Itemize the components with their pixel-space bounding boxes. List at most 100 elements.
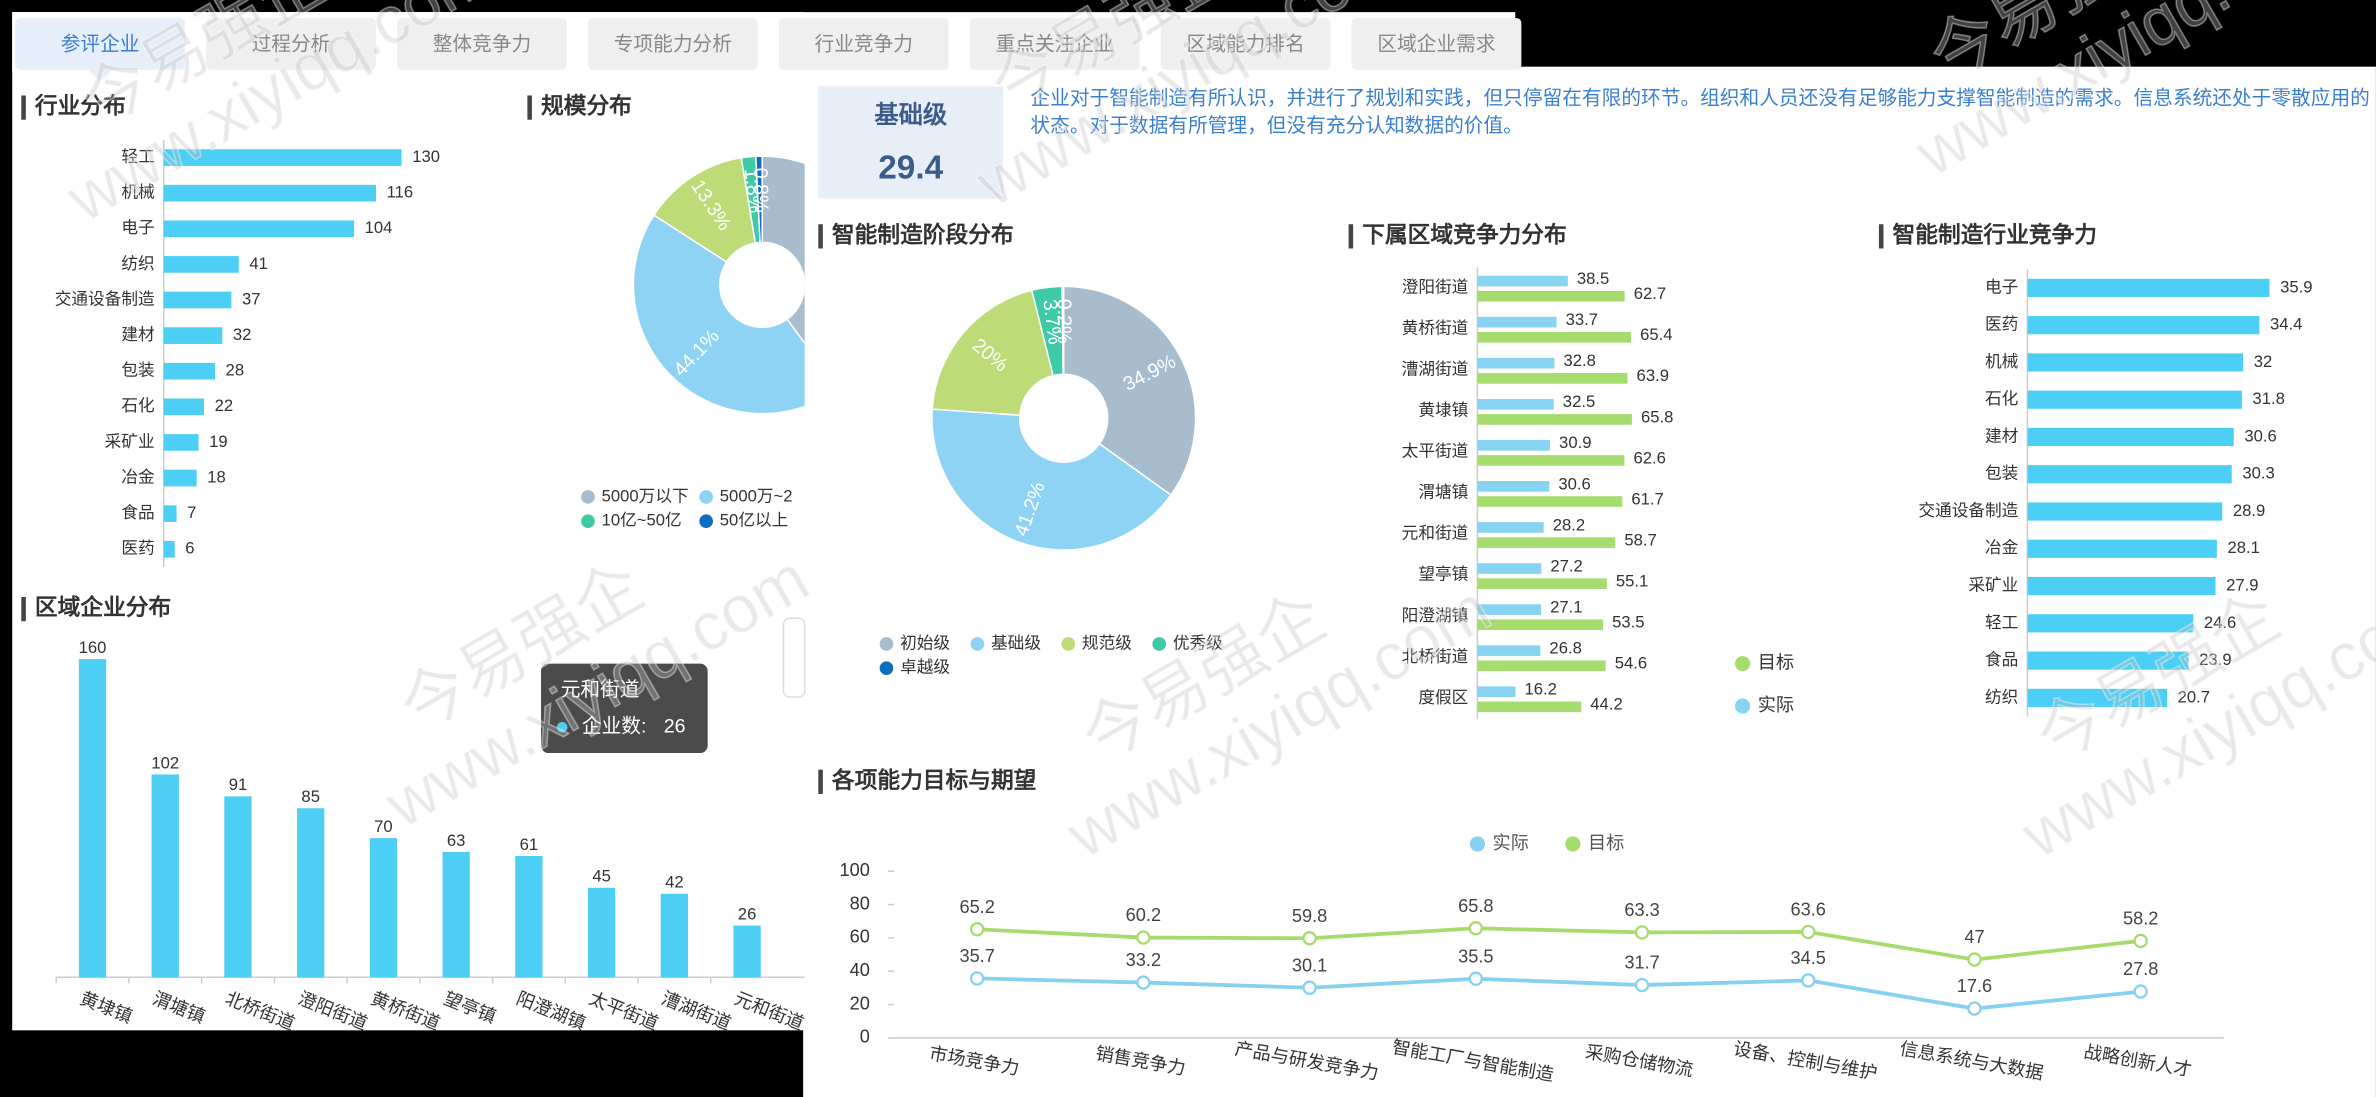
tab-label[interactable]: 过程分析 (252, 34, 331, 56)
tab[interactable] (397, 18, 567, 70)
category-label: 交通设备制造 (1918, 501, 2018, 520)
value-label: 26 (738, 904, 757, 923)
tab-label[interactable]: 区域能力排名 (1187, 34, 1305, 56)
section-marker (527, 95, 532, 120)
point (2133, 984, 2148, 999)
legend-marker (699, 514, 713, 529)
bar (163, 540, 175, 558)
value-label: 102 (151, 753, 179, 772)
legend-label: 初始级 (900, 633, 950, 652)
slice-label: 3.7% (1038, 298, 1066, 345)
category-label: 石化 (1985, 389, 2019, 408)
y-tick-label: 20 (850, 993, 870, 1013)
section-title: 下属区域竞争力分布 (1362, 221, 1566, 247)
tab-label[interactable]: 重点关注企业 (996, 34, 1114, 56)
value-label: 31.8 (2252, 389, 2284, 408)
legend-marker (1734, 698, 1751, 714)
category-label: 包装 (121, 361, 154, 380)
value-label: 31.7 (1624, 953, 1659, 973)
bar (1477, 701, 1582, 713)
bar (587, 887, 616, 978)
tab-label[interactable]: 区域企业需求 (1377, 34, 1495, 56)
scroll-control[interactable] (782, 617, 806, 698)
bar (163, 220, 355, 238)
tab[interactable] (587, 18, 758, 70)
legend-marker (1469, 836, 1485, 852)
category-label: 太平街道 (1402, 442, 1469, 461)
bar (2027, 539, 2217, 558)
pie: 44.1%13.3% 1.8%0.8% (632, 155, 805, 415)
tab[interactable] (1351, 18, 1522, 70)
value-label: 63.3 (1624, 900, 1659, 920)
value-label: 85 (301, 787, 320, 806)
category-label: 建材 (121, 325, 154, 344)
value-label: 59.8 (1292, 906, 1327, 926)
bar (163, 362, 215, 380)
legend-marker (699, 490, 713, 504)
tab-label[interactable]: 整体竞争力 (433, 34, 531, 56)
bar (1477, 619, 1604, 631)
tab-label[interactable]: 行业竞争力 (815, 34, 913, 56)
point (1634, 925, 1650, 940)
section-title: 智能制造行业竞争力 (1893, 221, 2097, 247)
value-label: 27.2 (1550, 556, 1582, 575)
value-label: 60.2 (1126, 905, 1161, 925)
bar (163, 398, 204, 416)
bar (163, 505, 177, 522)
category-label: 北桥街道 (1402, 647, 1469, 666)
value-label: 62.6 (1634, 448, 1666, 467)
bar (2027, 427, 2234, 447)
bar (1477, 440, 1550, 451)
point (1302, 980, 1317, 995)
bar (1477, 455, 1625, 466)
value-label: 65.2 (959, 897, 994, 917)
tab[interactable] (206, 18, 376, 70)
legend-marker (1565, 836, 1581, 852)
level-description-box: 企业对于智能制造有所认识，并进行了规划和实践，但只停留在有限的环节。组织和人员还… (1030, 86, 2369, 136)
section-marker (818, 769, 823, 794)
legend-marker (581, 514, 595, 529)
category-label: 电子 (121, 218, 154, 237)
legend-marker (970, 637, 985, 651)
category-label: 医药 (121, 539, 154, 558)
bar (733, 925, 761, 978)
value-label: 35.9 (2280, 277, 2312, 296)
slice-label: 0.2% (1053, 299, 1075, 344)
tab[interactable] (15, 18, 185, 70)
bar (1477, 522, 1544, 533)
value-label: 27.9 (2226, 575, 2258, 594)
bar (2027, 651, 2189, 670)
tooltip-label: 企业数: (582, 715, 647, 737)
value-label: 34.5 (1791, 948, 1826, 968)
tab[interactable] (969, 18, 1140, 70)
bar (163, 291, 232, 309)
legend-label: 5000万以下 (602, 486, 689, 505)
pie-slice (1062, 285, 1197, 497)
tab[interactable] (778, 18, 949, 70)
value-label: 7 (187, 503, 196, 522)
value-label: 63.9 (1637, 366, 1669, 385)
category-label: 阳澄湖镇 (1402, 606, 1469, 625)
bar (2027, 502, 2223, 521)
value-label: 30.6 (2244, 426, 2276, 445)
bar (2027, 278, 2270, 297)
bar (2027, 390, 2242, 409)
pie-slice (1061, 285, 1065, 376)
content: 参评企业 过程分析 整体竞争力 专项能力分析 行业竞争力 重点关注企业 区域能力排名 区域企业… (15, 18, 2313, 1085)
value-label: 47 (1964, 927, 1984, 947)
legend-label: 实际 (1493, 833, 1529, 853)
tab-label[interactable]: 专项能力分析 (614, 34, 732, 56)
value-label: 33.2 (1126, 950, 1161, 970)
point (2133, 933, 2148, 949)
legend-label: 优秀级 (1173, 633, 1223, 652)
value-label: 6 (185, 539, 194, 558)
value-label: 32.8 (1564, 351, 1596, 370)
y-tick-label: 100 (839, 860, 869, 880)
tab-label[interactable]: 参评企业 (61, 34, 140, 56)
legend-label: 实际 (1758, 695, 1794, 715)
bar (224, 796, 252, 978)
legend-label: 50亿以上 (720, 511, 789, 530)
tab[interactable] (1160, 18, 1331, 70)
value-label: 62.7 (1634, 284, 1666, 303)
